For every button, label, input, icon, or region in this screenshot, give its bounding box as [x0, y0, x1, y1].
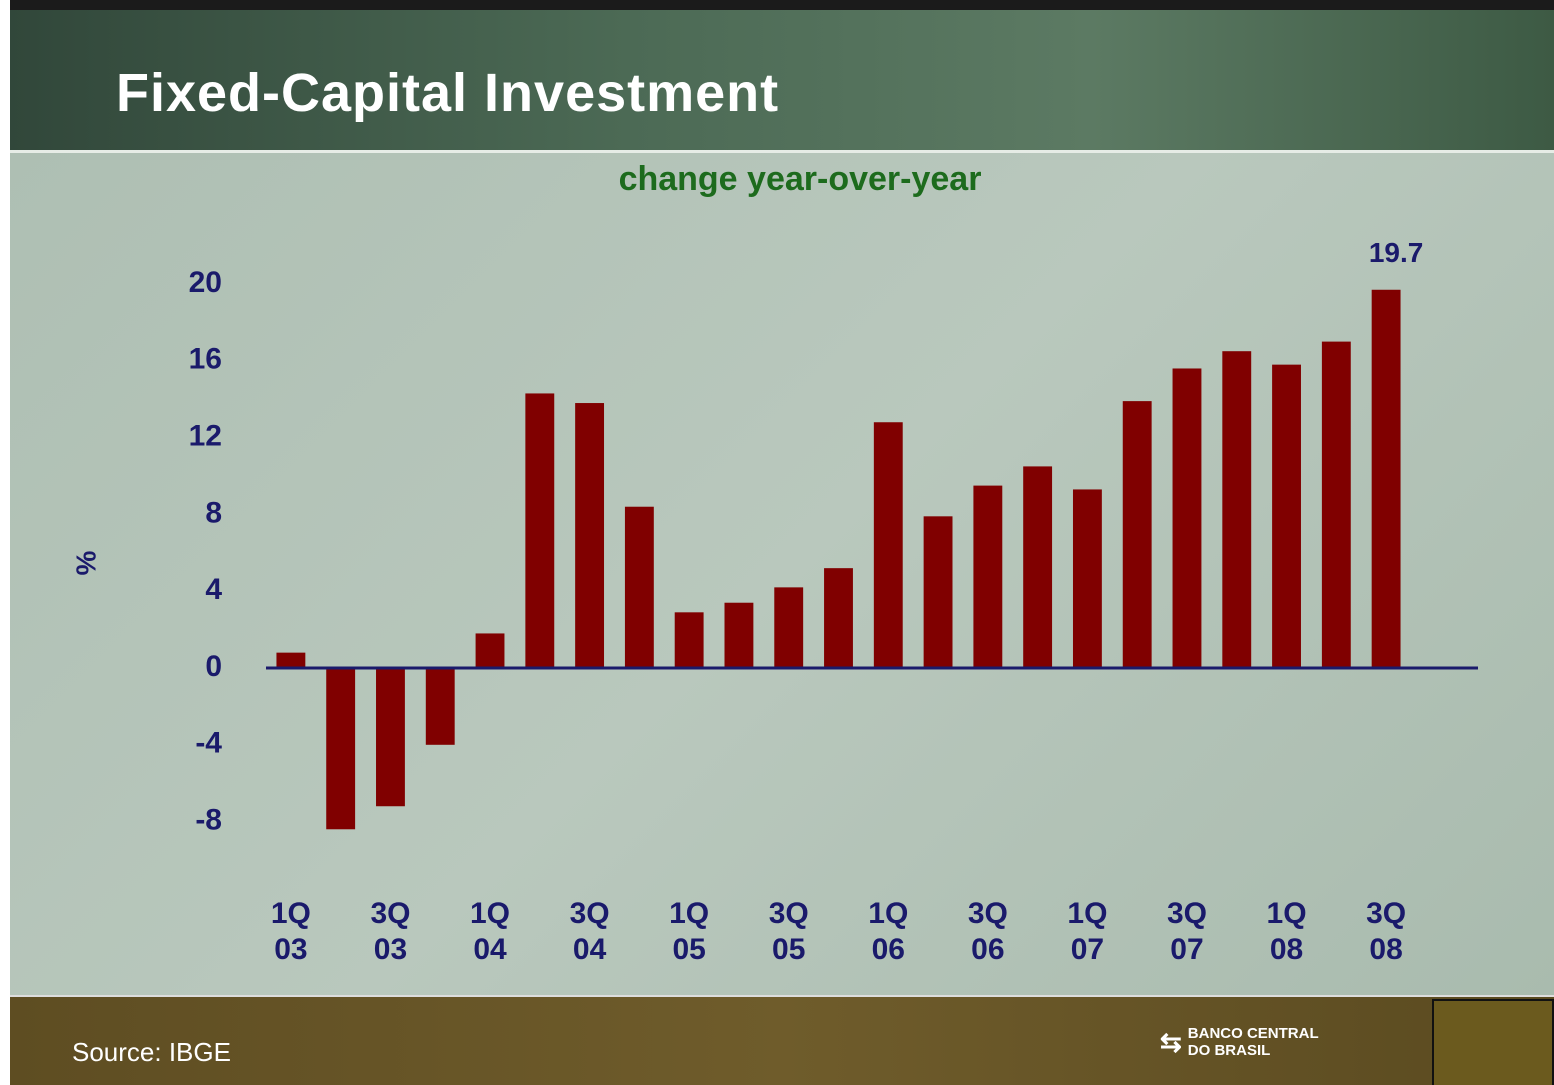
bar: [824, 568, 853, 668]
bar: [1321, 341, 1351, 668]
chart-subtitle: change year-over-year: [619, 160, 982, 198]
bar: [1023, 466, 1053, 668]
y-axis-label: %: [70, 550, 101, 575]
logo-text: BANCO CENTRAL DO BRASIL: [1187, 1025, 1319, 1059]
bar: [873, 422, 903, 668]
bar: [475, 633, 505, 668]
bar: [624, 506, 654, 668]
bar: [973, 485, 1003, 668]
x-tick-label: 3Q 05: [768, 897, 809, 966]
bar: [724, 602, 754, 668]
header: Fixed-Capital Investment: [10, 0, 1554, 150]
logo: ⇆ BANCO CENTRAL DO BRASIL: [1160, 1025, 1319, 1059]
logo-icon: ⇆: [1160, 1026, 1182, 1057]
bar: [525, 393, 555, 668]
bar: [425, 668, 455, 745]
bar: [276, 652, 306, 668]
x-tick-label: 1Q 07: [1067, 897, 1108, 966]
y-tick-label: -8: [195, 804, 222, 837]
x-tick-label: 3Q 03: [370, 897, 411, 966]
bar: [774, 587, 804, 668]
x-tick-label: 1Q 06: [868, 897, 909, 966]
bar: [1222, 351, 1252, 668]
y-tick-label: 20: [189, 266, 222, 299]
bar: [1272, 364, 1301, 668]
source-note: Source: IBGE: [72, 1037, 231, 1067]
x-tick-label: 3Q 04: [569, 897, 610, 966]
bar: [575, 403, 605, 668]
bar: [376, 668, 405, 807]
x-tick-label: 1Q 05: [669, 897, 710, 966]
data-label: 19.7: [1369, 237, 1424, 268]
bar: [1122, 401, 1152, 668]
x-tick-label: 1Q 04: [470, 897, 511, 966]
bar: [1371, 289, 1401, 668]
x-tick-label: 1Q 03: [270, 897, 311, 966]
bar: [674, 612, 704, 668]
y-tick-label: 0: [205, 650, 222, 683]
y-tick-label: -4: [195, 727, 222, 760]
bar: [1172, 368, 1202, 668]
bar: [1072, 489, 1102, 668]
y-tick-label: 4: [205, 573, 222, 606]
bar: [923, 516, 953, 668]
x-tick-label: 1Q 08: [1266, 897, 1307, 966]
footer: Source: IBGE ⇆ BANCO CENTRAL DO BRASIL: [10, 995, 1554, 1085]
chart: change year-over-year % -8 -4 0 4 8 12 16 20 19.…: [70, 160, 1478, 837]
slide: Fixed-Capital Investment change year-ove…: [10, 0, 1554, 1085]
x-tick-label: 3Q 07: [1166, 897, 1207, 966]
bar: [326, 668, 356, 830]
corner-box: [1432, 999, 1554, 1085]
y-tick-label: 8: [205, 496, 222, 529]
slide-title: Fixed-Capital Investment: [116, 63, 780, 123]
x-tick-label: 3Q 08: [1366, 897, 1407, 966]
y-tick-label: 12: [189, 420, 222, 453]
x-tick-label: 3Q 06: [967, 897, 1008, 966]
y-tick-label: 16: [189, 343, 222, 376]
